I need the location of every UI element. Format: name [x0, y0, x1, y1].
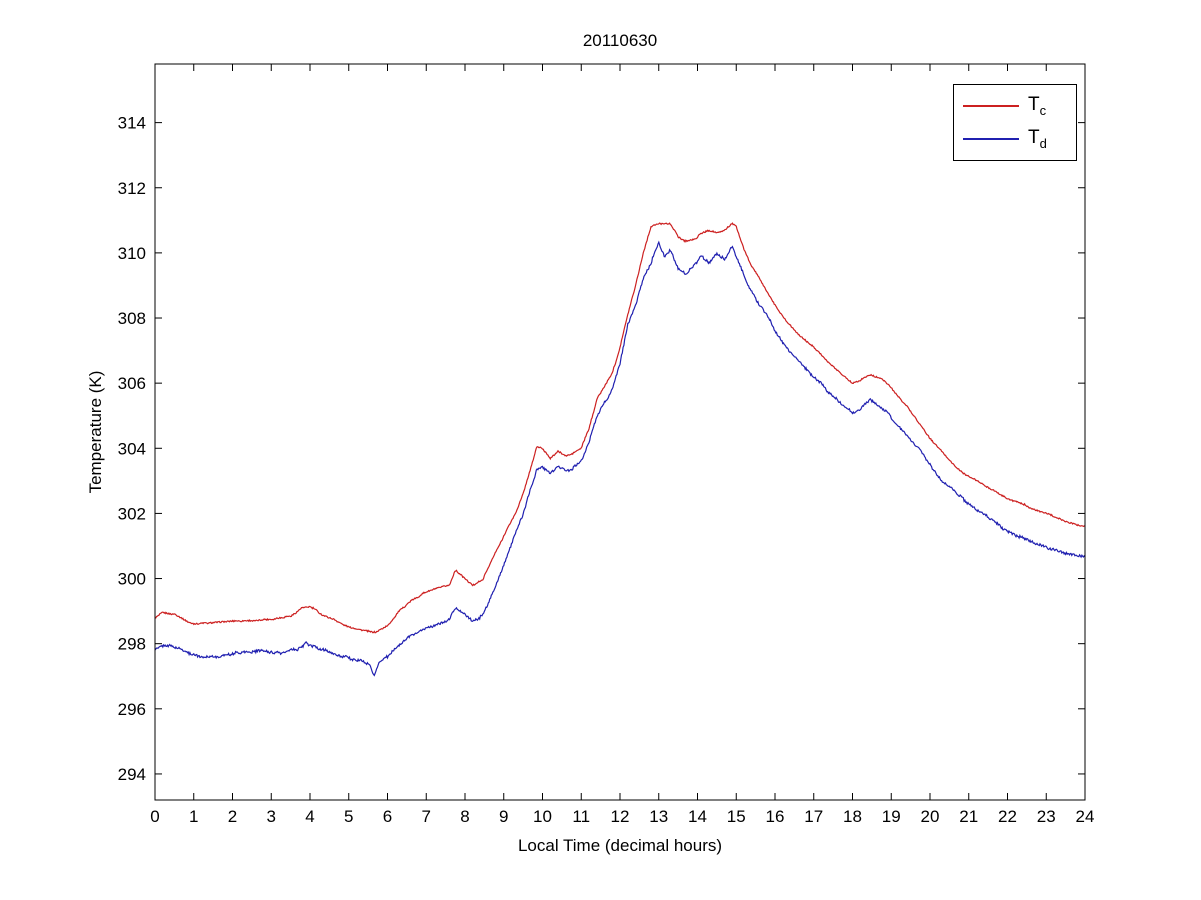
x-tick-label: 23: [1037, 807, 1056, 826]
x-tick-label: 21: [959, 807, 978, 826]
x-tick-label: 24: [1076, 807, 1095, 826]
x-tick-label: 0: [150, 807, 159, 826]
legend-label-td-main: T: [1028, 127, 1040, 149]
x-tick-label: 18: [843, 807, 862, 826]
x-tick-label: 22: [998, 807, 1017, 826]
x-tick-label: 9: [499, 807, 508, 826]
x-axis-label: Local Time (decimal hours): [517, 836, 723, 855]
x-tick-label: 2: [228, 807, 237, 826]
legend-item-td: Td: [954, 128, 1076, 150]
x-tick-label: 8: [460, 807, 469, 826]
x-tick-label: 17: [804, 807, 823, 826]
chart-title: 20110630: [582, 31, 658, 50]
y-tick-label: 310: [118, 244, 146, 263]
x-tick-label: 14: [688, 807, 707, 826]
y-axis-label: Temperature (K): [86, 370, 105, 494]
x-tick-label: 4: [305, 807, 314, 826]
x-tick-label: 1: [189, 807, 198, 826]
x-tick-label: 7: [422, 807, 431, 826]
legend-item-tc: Tc: [954, 95, 1076, 117]
y-tick-label: 308: [118, 309, 146, 328]
legend-line-sample-tc: [963, 104, 1019, 107]
y-tick-label: 300: [118, 570, 146, 589]
series-line-t_c: [154, 222, 1086, 634]
y-tick-label: 314: [118, 114, 146, 133]
y-tick-label: 304: [118, 439, 146, 458]
legend-label-td: Td: [1028, 128, 1047, 150]
legend-label-tc-main: T: [1028, 93, 1040, 115]
y-tick-label: 296: [118, 700, 146, 719]
y-tick-label: 298: [118, 635, 146, 654]
x-tick-label: 5: [344, 807, 353, 826]
legend-label-td-sub: d: [1039, 136, 1047, 152]
x-tick-label: 16: [766, 807, 785, 826]
x-tick-label: 20: [921, 807, 940, 826]
y-tick-label: 312: [118, 179, 146, 198]
legend-label-tc-sub: c: [1039, 102, 1047, 118]
y-tick-label: 302: [118, 504, 146, 523]
series-line-t_d: [154, 240, 1086, 677]
y-tick-label: 294: [118, 765, 146, 784]
x-tick-label: 10: [533, 807, 552, 826]
legend: Tc Td: [953, 84, 1077, 161]
x-tick-label: 6: [383, 807, 392, 826]
y-tick-label: 306: [118, 374, 146, 393]
x-tick-label: 19: [882, 807, 901, 826]
x-tick-label: 12: [611, 807, 630, 826]
x-tick-label: 11: [572, 807, 590, 826]
legend-line-sample-td: [963, 138, 1019, 141]
legend-label-tc: Tc: [1028, 95, 1046, 117]
x-tick-label: 15: [727, 807, 746, 826]
x-tick-label: 13: [649, 807, 668, 826]
x-tick-label: 3: [267, 807, 276, 826]
axes-box: [154, 63, 1086, 801]
